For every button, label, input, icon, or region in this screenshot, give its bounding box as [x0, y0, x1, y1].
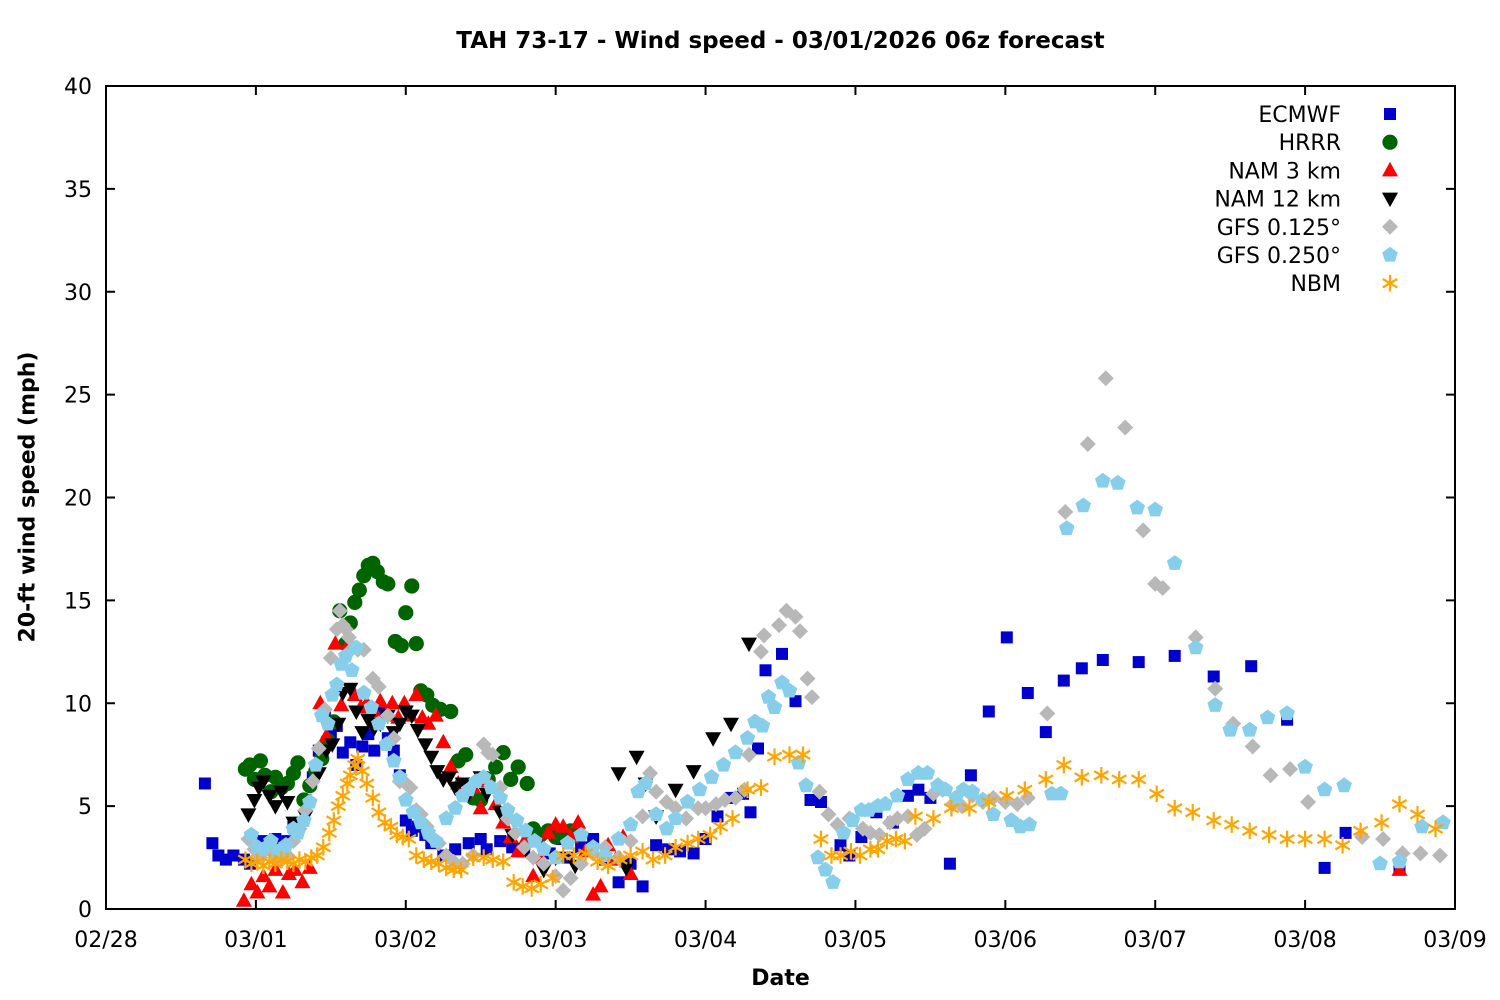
svg-text:03/09: 03/09: [1423, 928, 1486, 953]
svg-text:NAM 12 km: NAM 12 km: [1214, 188, 1341, 213]
x-axis-label: Date: [751, 966, 810, 991]
x-axis-ticks: [105, 86, 1456, 909]
legend-item-nbm: NBM: [1290, 272, 1398, 297]
svg-text:GFS 0.125°: GFS 0.125°: [1217, 216, 1341, 241]
legend-item-ecmwf: ECMWF: [1258, 103, 1396, 128]
y-axis-label: 20-ft wind speed (mph): [15, 351, 41, 643]
legend-item-nam-12-km: NAM 12 km: [1214, 188, 1398, 213]
chart-title: TAH 73-17 - Wind speed - 03/01/2026 06z …: [456, 28, 1105, 54]
svg-text:03/05: 03/05: [824, 928, 887, 953]
svg-text:20: 20: [64, 487, 92, 512]
series-gfs-0-250: [243, 472, 1451, 889]
series-nbm: [237, 746, 1444, 897]
svg-text:25: 25: [64, 384, 92, 409]
svg-text:03/02: 03/02: [374, 928, 437, 953]
svg-text:03/04: 03/04: [674, 928, 737, 953]
svg-text:15: 15: [64, 589, 92, 614]
svg-text:02/28: 02/28: [74, 928, 137, 953]
y-axis-ticks: [106, 85, 1455, 910]
x-tick-labels: 02/28 03/01 03/02 03/03 03/04 03/05 03/06 03/07…: [74, 928, 1486, 953]
legend-item-hrrr: HRRR: [1279, 131, 1398, 156]
legend-item-gfs-0-125: GFS 0.125°: [1217, 216, 1398, 241]
svg-text:03/01: 03/01: [224, 928, 287, 953]
svg-text:03/07: 03/07: [1124, 928, 1187, 953]
svg-text:10: 10: [64, 692, 92, 717]
svg-text:35: 35: [64, 178, 92, 203]
svg-text:GFS 0.250°: GFS 0.250°: [1217, 244, 1341, 269]
svg-text:03/06: 03/06: [974, 928, 1037, 953]
svg-text:40: 40: [64, 75, 92, 100]
legend-item-gfs-0-250: GFS 0.250°: [1217, 244, 1398, 269]
svg-text:03/03: 03/03: [524, 928, 587, 953]
svg-text:HRRR: HRRR: [1279, 131, 1341, 156]
svg-text:ECMWF: ECMWF: [1258, 103, 1341, 128]
svg-text:03/08: 03/08: [1273, 928, 1336, 953]
svg-text:30: 30: [64, 281, 92, 306]
svg-text:5: 5: [78, 795, 92, 820]
legend: ECMWF HRRR NAM 3 km NAM 12 km GFS 0.125° GFS …: [1214, 103, 1398, 297]
legend-item-nam-3-km: NAM 3 km: [1228, 159, 1398, 184]
svg-text:NAM 3 km: NAM 3 km: [1228, 159, 1341, 184]
y-tick-labels: 0 5 10 15 20 25 30 35 40: [64, 75, 92, 923]
svg-text:NBM: NBM: [1290, 272, 1341, 297]
svg-text:0: 0: [78, 898, 92, 923]
